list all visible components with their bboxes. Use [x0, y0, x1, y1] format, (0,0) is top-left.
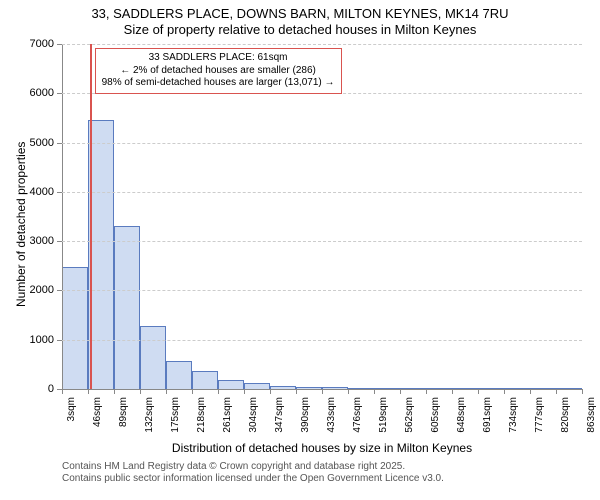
y-tick-label: 4000: [0, 186, 54, 198]
x-tick-mark: [296, 389, 297, 394]
x-tick-label: 304sqm: [248, 397, 259, 433]
x-tick-label: 46sqm: [92, 397, 103, 427]
x-tick-mark: [166, 389, 167, 394]
x-tick-mark: [218, 389, 219, 394]
histogram-bar: [192, 371, 218, 389]
x-tick-label: 562sqm: [404, 397, 415, 433]
x-tick-mark: [192, 389, 193, 394]
x-tick-label: 605sqm: [430, 397, 441, 433]
attribution-text: Contains HM Land Registry data © Crown c…: [62, 461, 444, 485]
x-tick-mark: [140, 389, 141, 394]
x-tick-mark: [530, 389, 531, 394]
histogram-bar: [62, 267, 88, 389]
x-tick-label: 347sqm: [274, 397, 285, 433]
y-tick-mark: [57, 192, 62, 193]
y-tick-mark: [57, 241, 62, 242]
x-tick-mark: [582, 389, 583, 394]
x-tick-mark: [114, 389, 115, 394]
y-tick-label: 6000: [0, 87, 54, 99]
x-tick-label: 734sqm: [508, 397, 519, 433]
x-tick-label: 132sqm: [144, 397, 155, 433]
x-tick-mark: [374, 389, 375, 394]
y-tick-label: 5000: [0, 137, 54, 149]
x-tick-mark: [88, 389, 89, 394]
y-grid-line: [62, 143, 582, 144]
y-tick-mark: [57, 143, 62, 144]
x-tick-mark: [452, 389, 453, 394]
y-grid-line: [62, 241, 582, 242]
x-tick-mark: [478, 389, 479, 394]
annotation-line-1: 33 SADDLERS PLACE: 61sqm: [102, 52, 335, 65]
plot-area: [62, 44, 582, 389]
y-tick-mark: [57, 290, 62, 291]
histogram-bar: [88, 120, 114, 389]
x-tick-mark: [62, 389, 63, 394]
x-tick-label: 519sqm: [378, 397, 389, 433]
reference-line: [90, 44, 92, 389]
histogram-bar: [166, 361, 192, 389]
annotation-box: 33 SADDLERS PLACE: 61sqm← 2% of detached…: [95, 48, 342, 94]
y-axis-title: Number of detached properties: [14, 141, 28, 306]
y-tick-mark: [57, 44, 62, 45]
chart-container: 33, SADDLERS PLACE, DOWNS BARN, MILTON K…: [0, 0, 600, 500]
chart-title: 33, SADDLERS PLACE, DOWNS BARN, MILTON K…: [0, 0, 600, 22]
x-tick-mark: [270, 389, 271, 394]
y-tick-label: 7000: [0, 38, 54, 50]
attribution-line-1: Contains HM Land Registry data © Crown c…: [62, 461, 444, 473]
x-tick-label: 175sqm: [170, 397, 181, 433]
y-tick-label: 3000: [0, 235, 54, 247]
x-tick-mark: [426, 389, 427, 394]
histogram-bar: [218, 380, 244, 389]
x-tick-label: 648sqm: [456, 397, 467, 433]
x-tick-label: 89sqm: [118, 397, 129, 427]
x-tick-label: 433sqm: [326, 397, 337, 433]
attribution-line-2: Contains public sector information licen…: [62, 473, 444, 485]
x-tick-mark: [322, 389, 323, 394]
histogram-bar: [114, 226, 140, 389]
y-grid-line: [62, 192, 582, 193]
x-tick-label: 390sqm: [300, 397, 311, 433]
annotation-line-3: 98% of semi-detached houses are larger (…: [102, 77, 335, 90]
x-tick-label: 476sqm: [352, 397, 363, 433]
x-tick-label: 863sqm: [586, 397, 597, 433]
histogram-bar: [140, 326, 166, 389]
x-tick-label: 777sqm: [534, 397, 545, 433]
x-tick-mark: [348, 389, 349, 394]
x-tick-mark: [400, 389, 401, 394]
y-tick-mark: [57, 340, 62, 341]
chart-subtitle: Size of property relative to detached ho…: [0, 22, 600, 38]
y-tick-label: 2000: [0, 284, 54, 296]
x-axis-title: Distribution of detached houses by size …: [62, 441, 582, 455]
x-tick-mark: [504, 389, 505, 394]
y-tick-mark: [57, 93, 62, 94]
x-tick-mark: [556, 389, 557, 394]
x-tick-label: 218sqm: [196, 397, 207, 433]
x-tick-label: 261sqm: [222, 397, 233, 433]
y-grid-line: [62, 290, 582, 291]
y-grid-line: [62, 340, 582, 341]
x-tick-mark: [244, 389, 245, 394]
x-tick-label: 691sqm: [482, 397, 493, 433]
y-grid-line: [62, 44, 582, 45]
y-tick-label: 0: [0, 383, 54, 395]
x-tick-label: 3sqm: [66, 397, 77, 421]
annotation-line-2: ← 2% of detached houses are smaller (286…: [102, 65, 335, 78]
y-tick-label: 1000: [0, 334, 54, 346]
x-tick-label: 820sqm: [560, 397, 571, 433]
y-axis-line: [62, 44, 63, 389]
